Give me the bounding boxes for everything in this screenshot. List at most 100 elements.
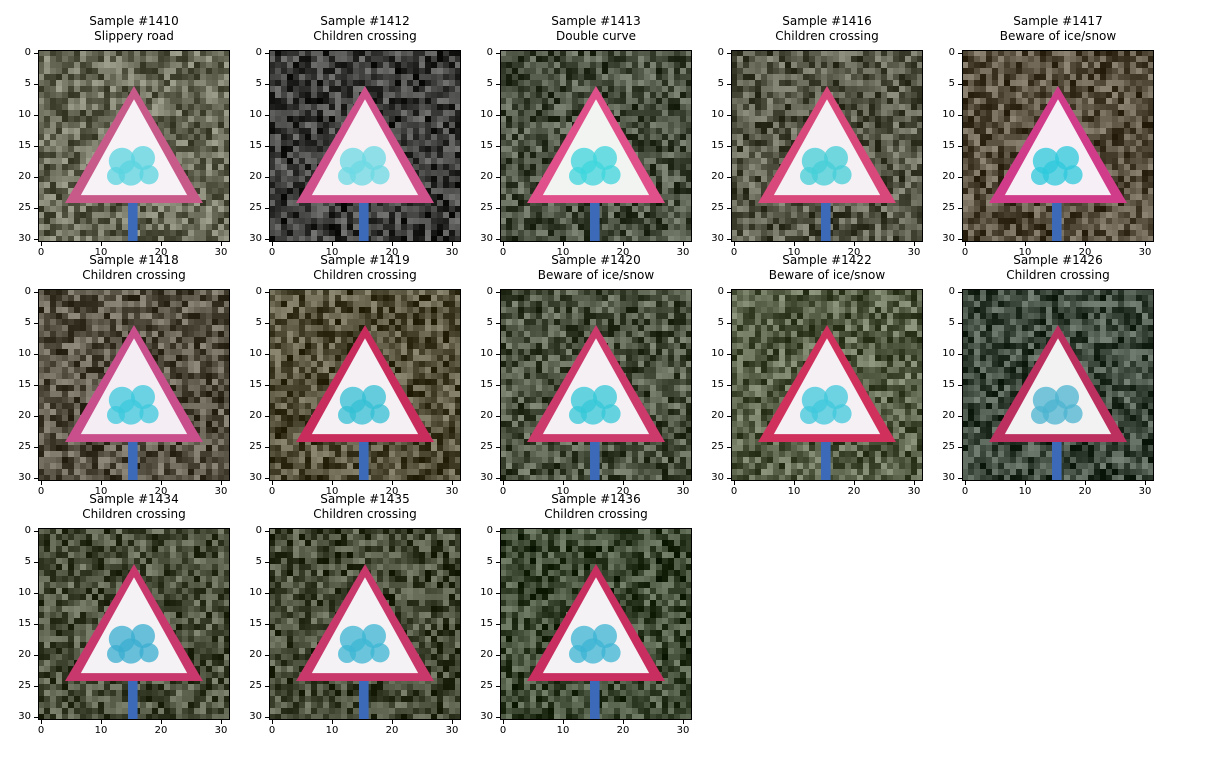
image-pixel <box>92 218 99 225</box>
image-pixel <box>1142 62 1149 69</box>
image-pixel <box>875 116 882 123</box>
image-pixel <box>389 86 396 93</box>
image-pixel <box>287 170 294 177</box>
image-pixel <box>530 74 537 81</box>
image-pixel <box>1088 116 1095 123</box>
image-pixel <box>743 194 750 201</box>
image-pixel <box>917 134 923 141</box>
image-pixel <box>875 122 882 129</box>
image-pixel <box>620 122 627 129</box>
image-pixel <box>917 140 923 147</box>
image-pixel <box>980 182 987 189</box>
image-pixel <box>455 182 461 189</box>
image-pixel <box>224 188 230 195</box>
image-pixel <box>602 80 609 87</box>
image-pixel <box>530 110 537 117</box>
image-pixel <box>542 236 549 242</box>
y-tick-label: 20 <box>473 172 493 182</box>
image-pixel <box>50 134 57 141</box>
image-pixel <box>86 134 93 141</box>
image-pixel <box>395 128 402 135</box>
image-pixel <box>449 194 456 201</box>
image-pixel <box>650 56 657 63</box>
image-pixel <box>998 92 1005 99</box>
image-pixel <box>158 62 165 69</box>
image-pixel <box>1094 98 1101 105</box>
image-pixel <box>1136 92 1143 99</box>
image-pixel <box>158 68 165 75</box>
image-pixel <box>182 80 189 87</box>
image-pixel <box>803 80 810 87</box>
image-pixel <box>779 146 786 153</box>
image-pixel <box>644 92 651 99</box>
image-pixel <box>875 158 882 165</box>
image-pixel <box>548 230 555 237</box>
image-pixel <box>188 206 195 213</box>
image-pixel <box>992 50 999 57</box>
image-pixel <box>512 146 519 153</box>
image-pixel <box>731 92 738 99</box>
image-pixel <box>353 218 360 225</box>
image-pixel <box>206 236 213 242</box>
image-pixel <box>542 98 549 105</box>
image-pixel <box>737 170 744 177</box>
image-pixel <box>200 92 207 99</box>
image-pixel <box>188 152 195 159</box>
image-pixel <box>269 122 276 129</box>
image-pixel <box>833 92 840 99</box>
image-pixel <box>1142 74 1149 81</box>
x-tick-mark <box>734 242 735 246</box>
image-pixel <box>656 218 663 225</box>
image-pixel <box>560 50 567 57</box>
image-pixel <box>869 62 876 69</box>
image-pixel <box>737 74 744 81</box>
image-pixel <box>122 218 129 225</box>
image-pixel <box>455 56 461 63</box>
image-pixel <box>500 62 507 69</box>
image-pixel <box>518 236 525 242</box>
image-pixel <box>269 134 276 141</box>
image-pixel <box>212 212 219 219</box>
image-pixel <box>347 50 354 57</box>
image-pixel <box>329 122 336 129</box>
image-pixel <box>887 152 894 159</box>
image-pixel <box>431 224 438 231</box>
image-pixel <box>275 206 282 213</box>
x-tick-mark <box>101 242 102 246</box>
image-pixel <box>731 224 738 231</box>
image-pixel <box>845 92 852 99</box>
image-pixel <box>668 116 675 123</box>
image-pixel <box>275 152 282 159</box>
image-pixel <box>431 182 438 189</box>
image-pixel <box>962 50 969 57</box>
image-pixel <box>530 80 537 87</box>
image-pixel <box>275 122 282 129</box>
image-pixel <box>146 50 153 57</box>
image-pixel <box>833 212 840 219</box>
image-pixel <box>347 212 354 219</box>
image-pixel <box>737 86 744 93</box>
image-pixel <box>554 56 561 63</box>
image-pixel <box>212 152 219 159</box>
image-pixel <box>305 62 312 69</box>
image-pixel <box>449 206 456 213</box>
image-pixel <box>449 74 456 81</box>
image-pixel <box>803 86 810 93</box>
image-pixel <box>170 218 177 225</box>
image-pixel <box>50 230 57 237</box>
image-pixel <box>275 170 282 177</box>
image-pixel <box>500 92 507 99</box>
image-pixel <box>1148 56 1154 63</box>
image-pixel <box>668 80 675 87</box>
image-pixel <box>170 116 177 123</box>
image-pixel <box>644 68 651 75</box>
image-pixel <box>218 134 225 141</box>
image-pixel <box>668 230 675 237</box>
image-pixel <box>584 50 591 57</box>
image-pixel <box>158 80 165 87</box>
image-pixel <box>560 218 567 225</box>
image-pixel <box>92 74 99 81</box>
image-pixel <box>206 56 213 63</box>
image-pixel <box>626 68 633 75</box>
image-pixel <box>1022 122 1029 129</box>
